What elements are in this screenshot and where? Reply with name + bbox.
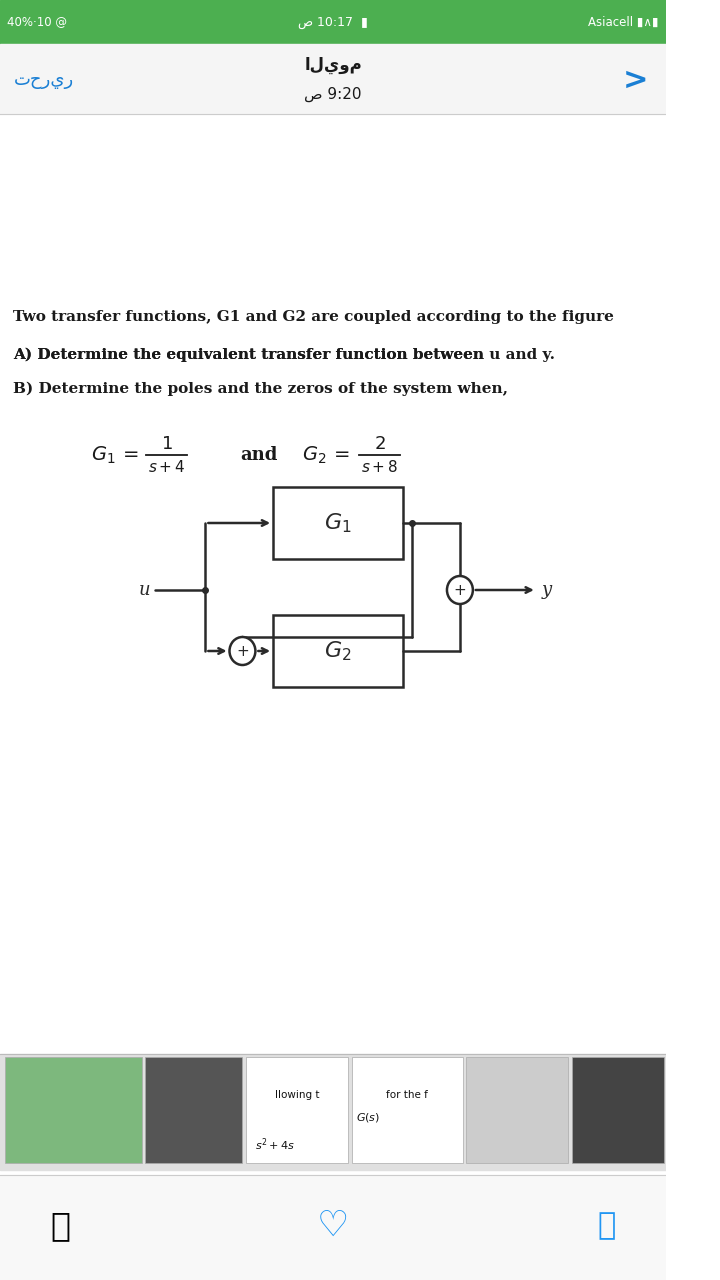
Text: A) Determine the equivalent transfer function between u and y.: A) Determine the equivalent transfer fun… [13,348,555,362]
Bar [572,1057,665,1164]
Bar [4,1057,142,1164]
Text: $G_1\, =\,$: $G_1\, =\,$ [91,444,139,466]
Text: ص 9:20: ص 9:20 [305,87,362,102]
Text: A) Determine the equivalent transfer function between •u• and •y•.: A) Determine the equivalent transfer fun… [13,348,596,362]
Text: y: y [541,581,552,599]
Bar [273,486,402,559]
Text: llowing t: llowing t [275,1091,319,1100]
Text: +: + [454,582,467,598]
Text: $s+8$: $s+8$ [361,460,398,475]
Text: $G_1$: $G_1$ [324,511,351,535]
Bar [351,1057,463,1164]
Circle shape [230,637,256,666]
Text: A) Determine the equivalent transfer function between: A) Determine the equivalent transfer fun… [13,348,489,362]
Bar [0,1053,666,1170]
Text: $s+4$: $s+4$ [148,460,185,475]
Text: $2$: $2$ [374,435,385,453]
Text: $G_2$: $G_2$ [324,639,351,663]
Text: and: and [240,445,278,465]
Text: B) Determine the poles and the zeros of the system when,: B) Determine the poles and the zeros of … [13,381,508,397]
Text: 40%·10 @: 40%·10 @ [7,15,68,28]
Bar [145,1057,243,1164]
Text: ⎙: ⎙ [597,1211,616,1240]
Circle shape [447,576,473,604]
Bar [0,1175,666,1280]
Bar [246,1057,348,1164]
Text: 🗑: 🗑 [50,1208,70,1242]
Text: $G(s)$: $G(s)$ [356,1111,380,1124]
Text: >: > [622,65,648,95]
Text: تحرير: تحرير [14,72,74,90]
Text: اليوم: اليوم [305,56,362,74]
Bar [0,0,666,44]
Text: Asiacell ▮∧▮: Asiacell ▮∧▮ [588,15,659,28]
Text: for the f: for the f [386,1091,428,1100]
Text: ♡: ♡ [317,1208,349,1243]
Text: $1$: $1$ [161,435,173,453]
Text: $G_2\, =\,$: $G_2\, =\,$ [302,444,350,466]
Bar [467,1057,568,1164]
Text: +: + [236,644,249,658]
Bar [0,44,666,114]
Bar [273,614,402,687]
Text: $s^2+4s$: $s^2+4s$ [256,1137,295,1153]
Text: u: u [139,581,150,599]
Text: ص 10:17  ▮: ص 10:17 ▮ [298,15,368,28]
Text: Two transfer functions, G1 and G2 are coupled according to the figure: Two transfer functions, G1 and G2 are co… [13,310,614,324]
